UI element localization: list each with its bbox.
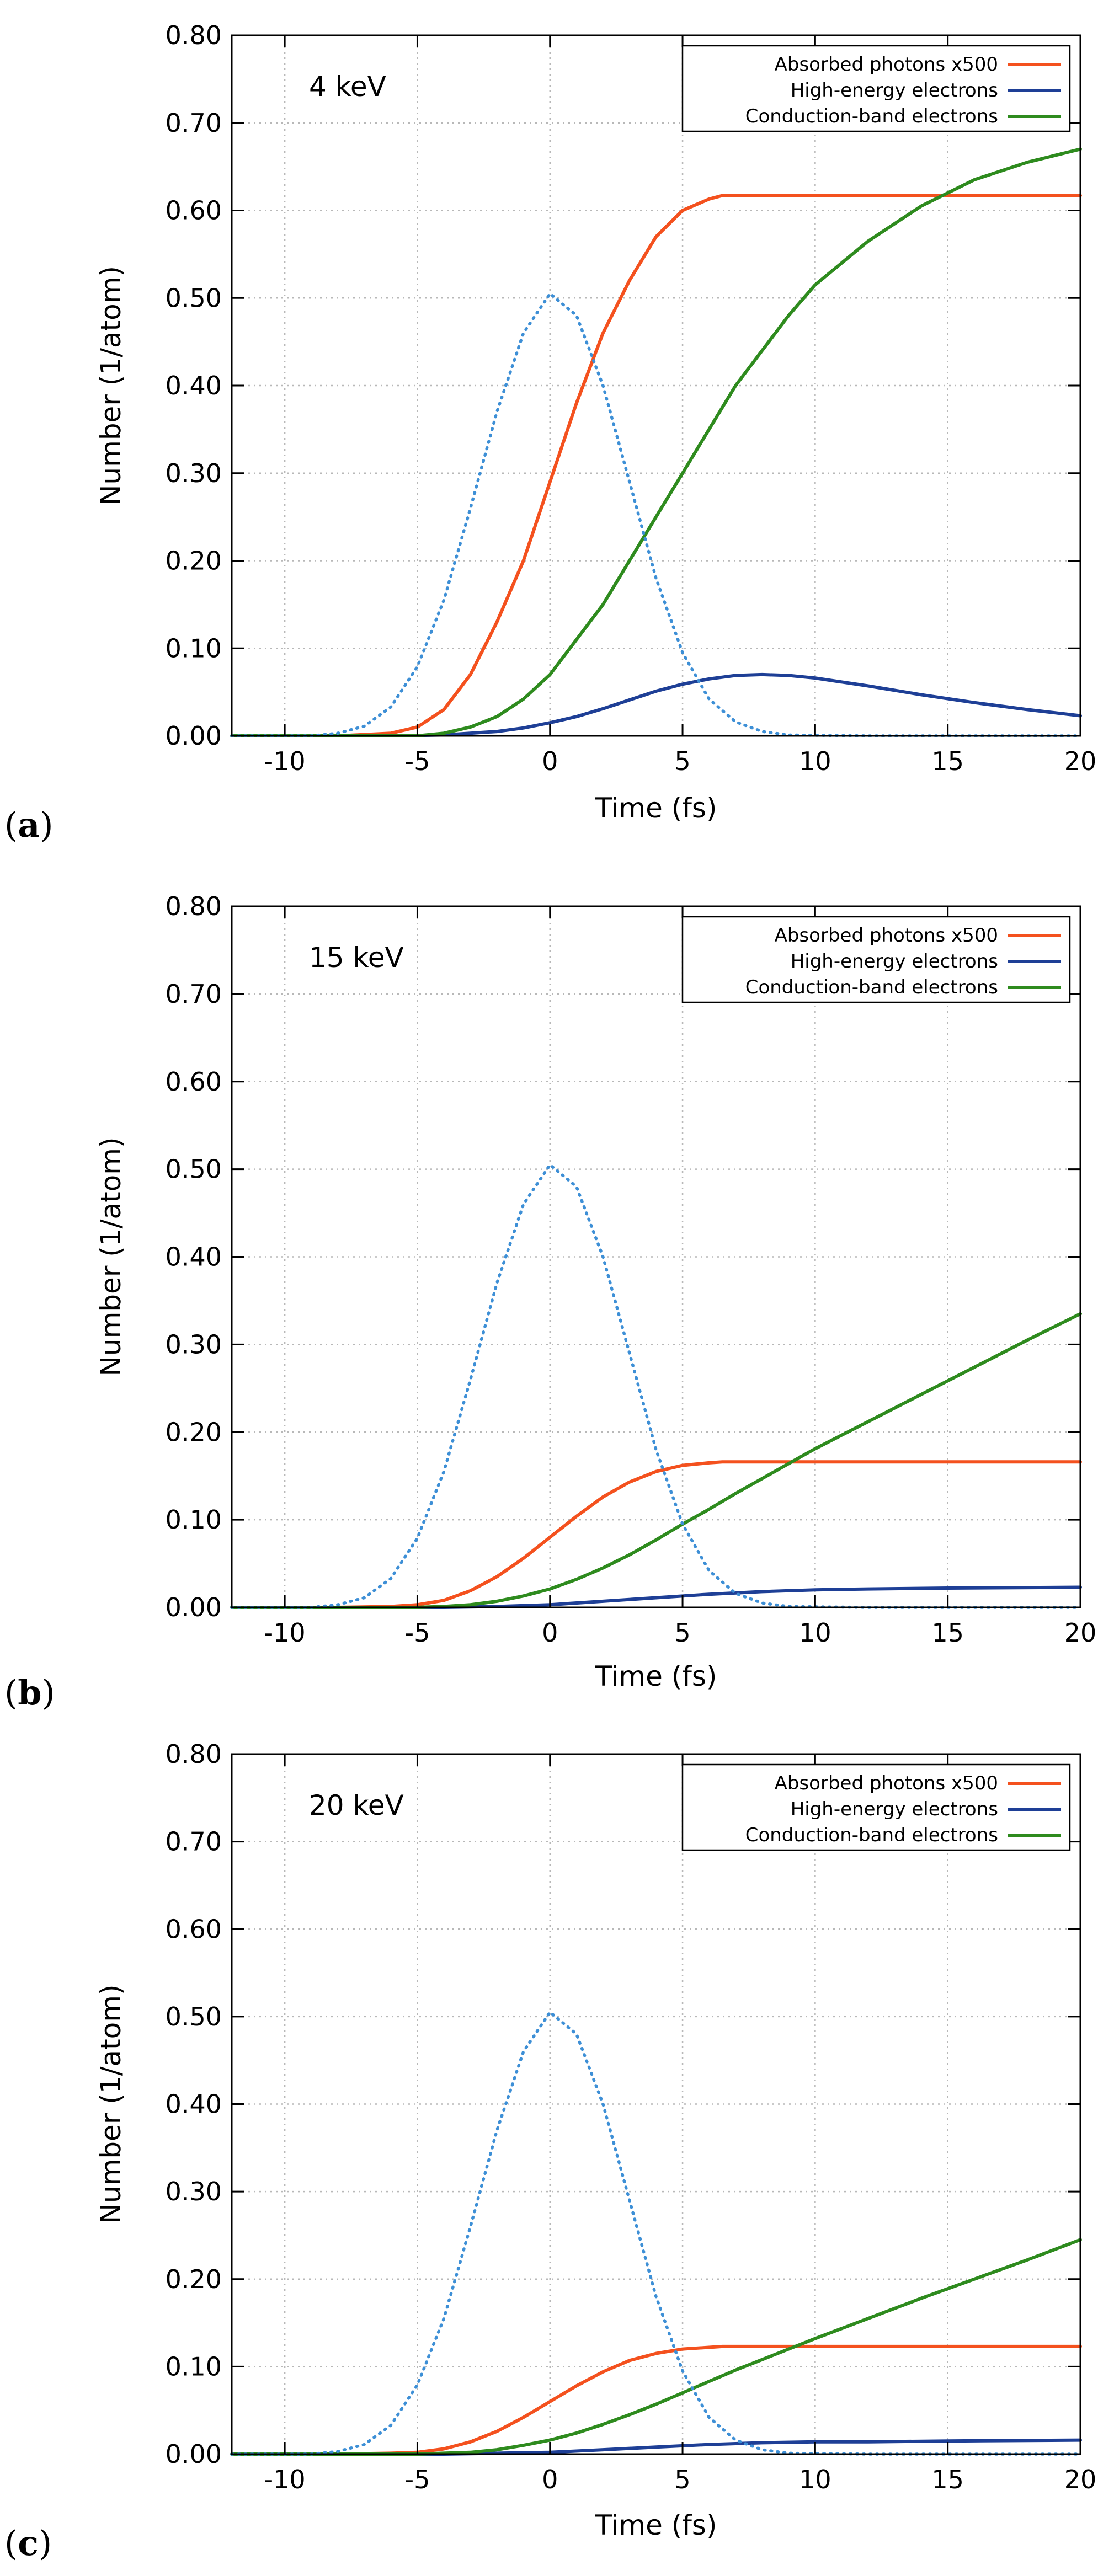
y-tick-label: 0.30 [166,458,222,488]
legend-label: Conduction-band electrons [745,976,998,998]
x-tick-label: 10 [799,1618,831,1648]
panel-label-letter: a [18,805,40,845]
y-tick-label: 0.00 [166,2439,222,2469]
x-tick-label: 5 [674,2465,690,2494]
x-tick-label: 15 [931,746,964,776]
y-tick-label: 0.00 [166,1592,222,1622]
y-tick-label: 0.20 [166,2264,222,2294]
x-tick-label: 0 [542,2465,558,2494]
y-tick-label: 0.30 [166,1329,222,1359]
panel-label-open: ( [4,1672,18,1713]
x-tick-label: 15 [931,2465,964,2494]
x-tick-label: -10 [264,1618,306,1648]
series-line-high-energy-electrons [230,1585,1082,1609]
x-axis-label: Time (fs) [595,792,717,824]
panel-label-close: ) [40,805,53,845]
x-tick-label: 20 [1064,1618,1097,1648]
series-line-high-energy-electrons [230,672,1082,737]
x-tick-label: -10 [264,746,306,776]
y-tick-label: 0.50 [166,283,222,313]
chart-panel-b: -10 -5 0 5 10 15 20 0.00 0.10 0.20 0.30 0.40 0.50 0.6… [4,891,1096,1713]
y-tick-label: 0.00 [166,721,222,751]
panel-label: (c) [4,2523,52,2563]
x-tick-label: 10 [799,746,831,776]
series-line-absorbed-photons-x500 [230,1460,1082,1609]
y-tick-label: 0.40 [166,1242,222,1272]
series-line-absorbed-photons-x500 [230,194,1082,737]
y-tick-label: 0.70 [166,979,222,1009]
panel-label-open: ( [4,2523,18,2563]
x-tick-label: 15 [931,1618,964,1648]
x-tick-label: 0 [542,1618,558,1648]
legend-label: Absorbed photons x500 [775,924,998,947]
series-line-pulse [230,2011,1082,2456]
y-tick-label: 0.20 [166,1417,222,1447]
y-tick-label: 0.40 [166,371,222,400]
y-tick-label: 0.80 [166,1739,222,1769]
energy-annotation: 20 keV [309,1789,404,1821]
series-line-conduction-band-electrons [230,1312,1082,1609]
panel-label-letter: b [18,1672,41,1713]
energy-annotation: 15 keV [309,942,404,974]
y-tick-label: 0.20 [166,546,222,576]
series-line-conduction-band-electrons [230,147,1082,737]
y-tick-label: 0.80 [166,891,222,921]
legend-label: Absorbed photons x500 [775,1772,998,1794]
legend-label: High-energy electrons [791,950,998,972]
x-axis-label: Time (fs) [595,2509,717,2541]
series-line-conduction-band-electrons [230,2238,1082,2456]
legend-box [681,916,1071,1003]
legend: Absorbed photons x500 High-energy electro… [681,1763,1071,1851]
y-tick-label: 0.30 [166,2177,222,2206]
series-line-absorbed-photons-x500 [230,2344,1082,2456]
x-tick-label: 0 [542,746,558,776]
panel-label-close: ) [42,1672,55,1713]
x-tick-label: -10 [264,2465,306,2494]
y-axis-label: Number (1/atom) [95,266,127,505]
panel-label-open: ( [4,805,18,845]
y-tick-label: 0.10 [166,2351,222,2381]
y-tick-label: 0.60 [166,1067,222,1097]
y-tick-label: 0.50 [166,2002,222,2032]
x-tick-label: 20 [1064,746,1097,776]
y-tick-label: 0.70 [166,108,222,138]
y-axis-label: Number (1/atom) [95,1137,127,1377]
y-tick-label: 0.10 [166,633,222,663]
x-tick-label: -5 [405,746,430,776]
legend-label: Conduction-band electrons [745,105,998,127]
legend-box [681,45,1071,132]
y-tick-label: 0.80 [166,20,222,50]
chart-panel-c: -10 -5 0 5 10 15 20 0.00 0.10 0.20 0.30 0.40 0.50 0.6… [4,1739,1096,2563]
legend: Absorbed photons x500 High-energy electro… [681,45,1071,132]
y-tick-label: 0.60 [166,196,222,226]
x-axis-label: Time (fs) [595,1660,717,1692]
legend-box [681,1763,1071,1851]
chart-panel-a: -10 -5 0 5 10 15 20 0.00 0.10 0.20 0.30 0.40 0.50 0.6… [4,20,1096,845]
legend: Absorbed photons x500 High-energy electro… [681,916,1071,1003]
y-tick-label: 0.70 [166,1827,222,1857]
y-tick-label: 0.10 [166,1505,222,1535]
panel-label: (a) [4,805,54,845]
x-tick-label: 5 [674,1618,690,1648]
legend-label: High-energy electrons [791,1798,998,1820]
panel-label-close: ) [39,2523,52,2563]
panel-label: (b) [4,1672,55,1713]
legend-label: Absorbed photons x500 [775,54,998,76]
series-line-pulse [230,1163,1082,1609]
series-line-pulse [230,292,1082,737]
legend-label: High-energy electrons [791,79,998,101]
y-tick-label: 0.40 [166,2089,222,2119]
x-tick-label: -5 [405,2465,430,2494]
x-tick-label: 10 [799,2465,831,2494]
y-axis-label: Number (1/atom) [95,1985,127,2224]
y-tick-label: 0.50 [166,1155,222,1184]
x-tick-label: 5 [674,746,690,776]
energy-annotation: 4 keV [309,71,386,103]
x-tick-label: 20 [1064,2465,1097,2494]
legend-label: Conduction-band electrons [745,1824,998,1846]
panel-label-letter: c [18,2523,39,2563]
x-tick-label: -5 [405,1618,430,1648]
y-tick-label: 0.60 [166,1914,222,1944]
